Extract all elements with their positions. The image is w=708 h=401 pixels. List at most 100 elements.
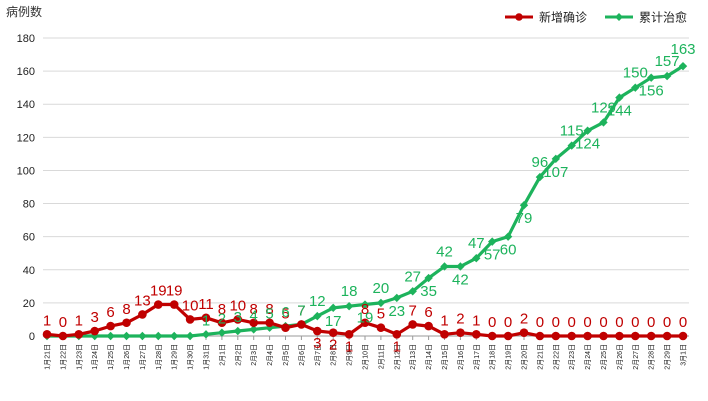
x-tick-label: 1月26日: [123, 344, 131, 370]
data-label: 8: [265, 301, 273, 318]
data-point: [328, 328, 338, 337]
x-tick-label: 2月1日: [218, 344, 226, 366]
x-tick-label: 2月5日: [282, 344, 290, 366]
data-label: 79: [516, 210, 533, 227]
data-label: 1: [75, 312, 83, 329]
data-point: [233, 315, 243, 324]
data-label: 47: [468, 235, 485, 252]
data-label: 3: [313, 335, 321, 352]
data-point: [344, 302, 354, 311]
data-point: [313, 311, 322, 321]
data-point: [647, 73, 656, 82]
x-tick-label: 2月12日: [393, 344, 401, 370]
x-tick-label: 1月28日: [155, 344, 163, 370]
data-label: 3: [234, 309, 242, 326]
x-tick-label: 2月19日: [505, 344, 513, 370]
data-label: 35: [420, 283, 437, 300]
data-label: 0: [504, 314, 512, 331]
legend-item-cured: 累计治愈: [605, 10, 687, 25]
data-point: [583, 126, 592, 135]
data-label: 27: [404, 268, 421, 285]
x-tick-label: 2月3日: [250, 344, 258, 366]
data-label: 0: [488, 314, 496, 331]
data-point: [472, 330, 481, 339]
legend-label-new-cases: 新增确诊: [539, 10, 587, 25]
data-point: [313, 326, 322, 336]
data-label: 0: [583, 314, 591, 331]
data-point: [615, 93, 624, 102]
data-point: [678, 331, 688, 341]
data-label: 6: [106, 304, 114, 321]
x-tick-label: 1月21日: [44, 344, 52, 370]
data-point: [567, 331, 576, 341]
data-label: 13: [134, 292, 151, 309]
x-tick-label: 2月29日: [664, 344, 672, 370]
data-label: 12: [309, 293, 326, 310]
data-label: 0: [663, 314, 671, 331]
data-label: 18: [341, 283, 358, 300]
data-label: 150: [623, 65, 648, 82]
data-label: 0: [59, 314, 67, 331]
x-tick-label: 2月21日: [536, 344, 544, 370]
data-label: 2: [329, 337, 337, 354]
data-label: 107: [543, 164, 568, 181]
x-tick-label: 1月27日: [139, 344, 147, 370]
data-label: 6: [424, 304, 432, 321]
data-point: [74, 330, 84, 339]
x-tick-label: 2月14日: [425, 344, 433, 370]
legend: 新增确诊 累计治愈: [505, 10, 687, 25]
data-point: [154, 331, 163, 341]
data-point: [662, 71, 672, 81]
data-label: 8: [250, 301, 258, 318]
data-label: 6: [281, 304, 289, 321]
data-label: 8: [361, 301, 369, 318]
data-point: [503, 331, 513, 341]
x-tick-label: 2月23日: [568, 344, 576, 370]
data-label: 11: [198, 296, 214, 313]
x-tick-label: 2月10日: [362, 344, 370, 370]
data-point: [297, 320, 306, 329]
data-label: 157: [655, 53, 680, 70]
x-tick-label: 1月31日: [203, 344, 211, 370]
y-tick-label: 20: [23, 298, 35, 310]
data-point: [392, 330, 402, 339]
x-tick-label: 2月27日: [632, 344, 640, 370]
data-point: [42, 330, 52, 339]
data-label: 57: [484, 247, 501, 264]
data-point: [456, 328, 465, 337]
data-point: [662, 331, 672, 341]
data-label: 20: [373, 280, 390, 297]
data-point: [170, 331, 179, 341]
data-point: [551, 154, 560, 164]
data-label: 1: [440, 312, 448, 329]
data-point: [488, 237, 497, 246]
data-label: 3: [91, 309, 99, 326]
data-point: [106, 331, 115, 341]
data-label: 42: [436, 243, 453, 260]
data-label: 5: [265, 306, 273, 323]
data-point: [615, 331, 624, 341]
data-point: [360, 300, 370, 309]
data-label: 19: [357, 310, 374, 327]
data-point: [503, 232, 513, 241]
data-point: [599, 118, 608, 127]
data-label: 8: [218, 301, 226, 318]
y-tick-label: 180: [17, 33, 35, 45]
x-tick-label: 2月13日: [409, 344, 417, 370]
data-label: 0: [536, 314, 544, 331]
data-point: [360, 318, 370, 328]
data-label: 0: [631, 314, 639, 331]
data-point: [583, 331, 592, 341]
data-label: 4: [250, 307, 258, 324]
data-label: 0: [599, 314, 607, 331]
data-point: [456, 262, 465, 271]
x-tick-label: 2月9日: [346, 344, 354, 366]
x-tick-label: 2月16日: [457, 344, 465, 370]
data-point: [519, 201, 529, 210]
data-point: [169, 300, 179, 309]
data-label: 5: [281, 306, 289, 323]
data-point: [631, 83, 640, 92]
legend-marker-cured: [615, 13, 623, 21]
